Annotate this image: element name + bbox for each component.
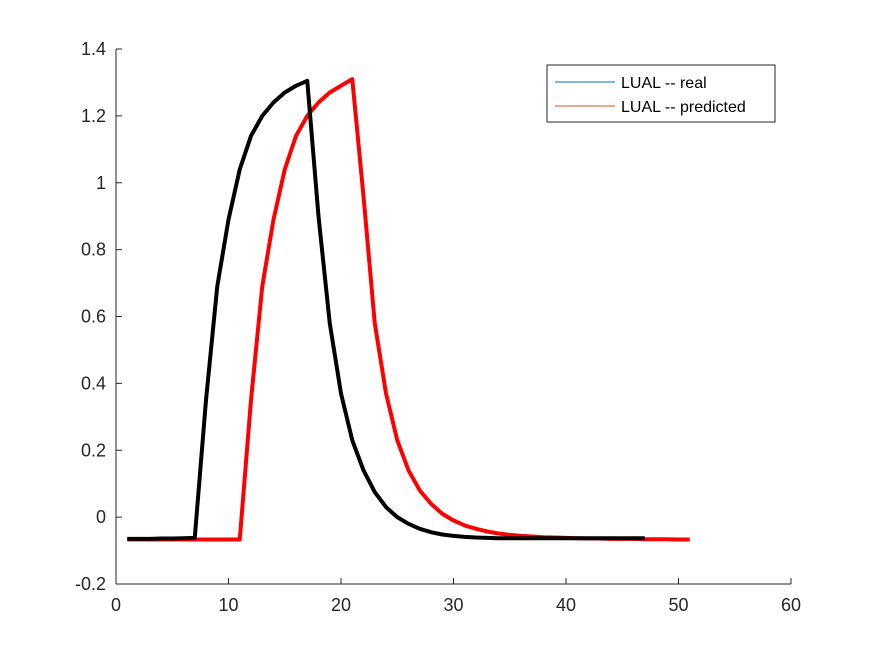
series-line-predicted xyxy=(127,77,690,542)
y-tick-label: 1 xyxy=(96,173,106,193)
x-tick-label: 40 xyxy=(556,595,576,615)
y-tick-label: 0.8 xyxy=(81,240,106,260)
axes-layer: 0 10 20 30 40 50 60-0.200.20.40.60.811.21.4 xyxy=(75,39,801,615)
y-tick-label: 0.2 xyxy=(81,440,106,460)
x-tick-label: 30 xyxy=(443,595,463,615)
y-tick-label: -0.2 xyxy=(75,574,106,594)
x-tick-label: 10 xyxy=(218,595,238,615)
legend-label-predicted: LUAL -- predicted xyxy=(621,99,746,116)
x-tick-label: 20 xyxy=(331,595,351,615)
legend-box xyxy=(546,64,776,123)
series-layer xyxy=(127,77,690,542)
y-tick-label: 1.4 xyxy=(81,39,106,59)
series-line-real xyxy=(127,78,645,541)
legend: LUAL -- real LUAL -- predicted xyxy=(546,64,776,123)
legend-label-real: LUAL -- real xyxy=(621,75,707,92)
x-tick-label: 50 xyxy=(668,595,688,615)
x-tick-label: 0 xyxy=(111,595,121,615)
y-tick-label: 0.4 xyxy=(81,373,106,393)
x-tick-label: 60 xyxy=(781,595,801,615)
y-tick-label: 0.6 xyxy=(81,307,106,327)
y-tick-label: 1.2 xyxy=(81,106,106,126)
y-tick-label: 0 xyxy=(96,507,106,527)
